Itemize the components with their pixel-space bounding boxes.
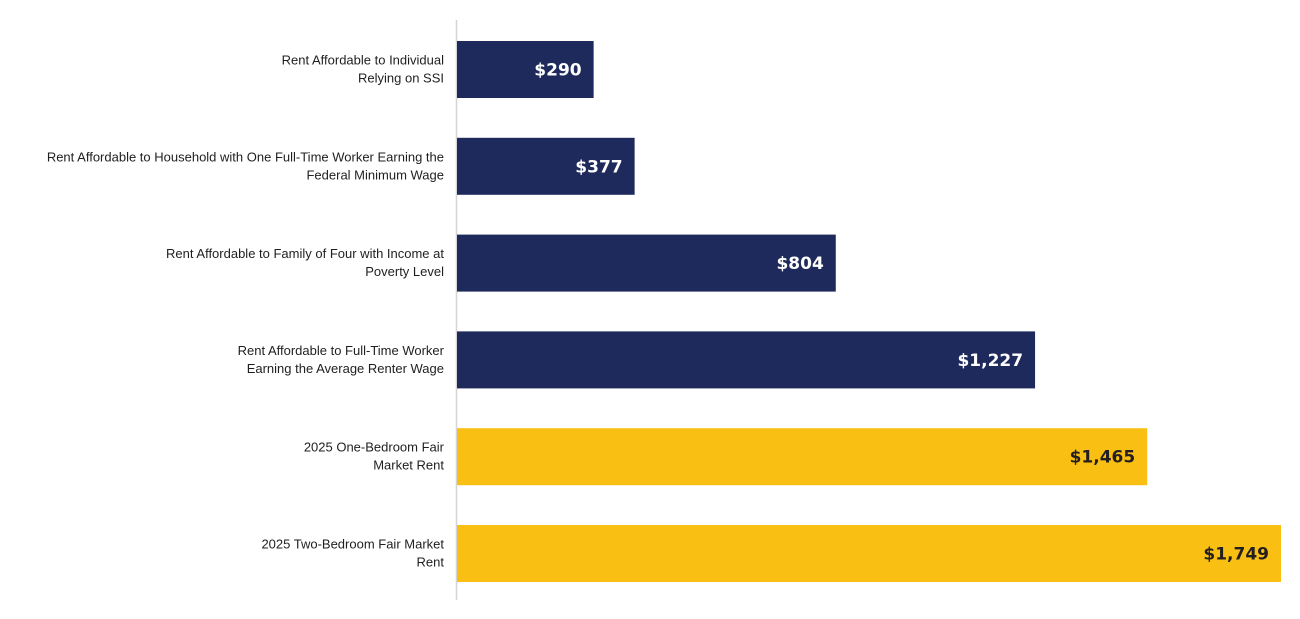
bar-2	[457, 137, 635, 195]
bar-value-label: $377	[575, 157, 622, 177]
bar-value-label: $1,749	[1203, 545, 1269, 565]
category-label-line: Rent Affordable to Individual	[282, 53, 444, 68]
category-label: 2025 One-Bedroom Fair Market Rent	[304, 440, 445, 473]
bar-1	[457, 41, 594, 98]
category-labels-group: Rent Affordable to Individual Relying on …	[47, 53, 445, 570]
category-label-line: 2025 Two-Bedroom Fair Market	[261, 537, 444, 552]
category-label-line: Rent Affordable to Household with One Fu…	[47, 149, 444, 164]
bars-group: $290 $377 $804 $1,227 $1,465 $1,749	[457, 41, 1281, 582]
category-label: Rent Affordable to Individual Relying on …	[282, 53, 444, 86]
category-label-line: Rent Affordable to Full-Time Worker	[238, 343, 445, 358]
category-label-line: Earning the Average Renter Wage	[247, 361, 444, 376]
bar-value-label: $290	[534, 61, 581, 81]
category-label: Rent Affordable to Household with One Fu…	[47, 149, 444, 182]
category-label: Rent Affordable to Full-Time Worker Earni…	[238, 343, 445, 376]
category-label-line: 2025 One-Bedroom Fair	[304, 440, 445, 455]
category-label: Rent Affordable to Family of Four with I…	[166, 246, 444, 279]
category-label-line: Market Rent	[373, 458, 444, 473]
bar-5	[457, 428, 1148, 486]
category-label-line: Rent	[417, 555, 445, 570]
bar-value-label: $1,227	[957, 351, 1023, 371]
category-label-line: Poverty Level	[365, 264, 444, 279]
bar-3	[457, 234, 836, 292]
bar-value-label: $804	[776, 254, 823, 274]
category-label-line: Relying on SSI	[358, 71, 444, 86]
category-label-line: Federal Minimum Wage	[306, 167, 444, 182]
category-label-line: Rent Affordable to Family of Four with I…	[166, 246, 444, 261]
bar-6	[457, 525, 1281, 582]
bar-value-label: $1,465	[1070, 448, 1136, 468]
bar-4	[457, 331, 1036, 389]
category-label: 2025 Two-Bedroom Fair Market Rent	[261, 537, 444, 570]
